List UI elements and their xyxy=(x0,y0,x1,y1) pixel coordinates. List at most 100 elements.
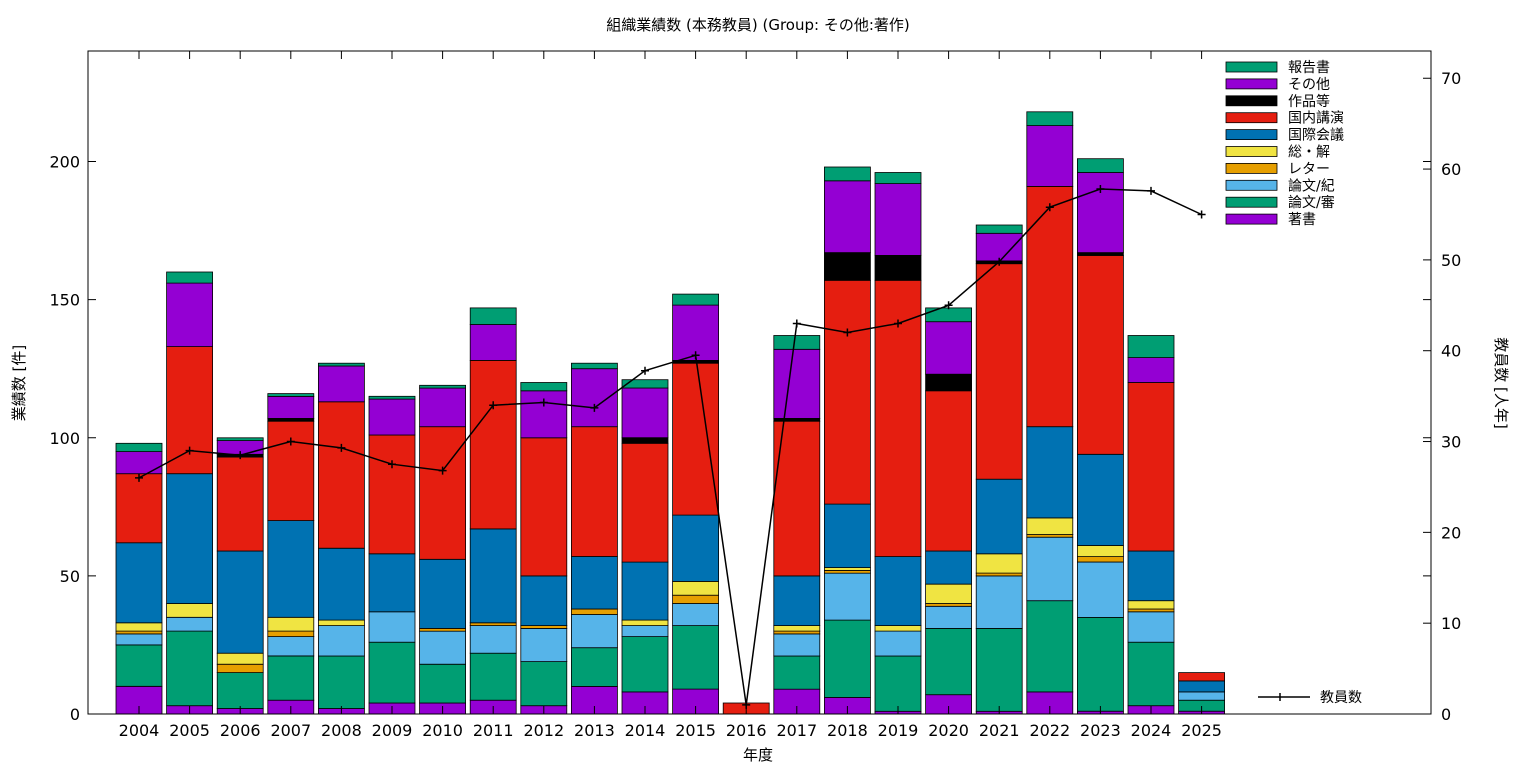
bar-segment-2006-s5 xyxy=(216,550,264,654)
y-tick-label-200: 200 xyxy=(49,153,80,172)
bar-segment-2011-s3 xyxy=(469,622,517,626)
line-point-2025 xyxy=(1197,210,1206,219)
bar-segment-2014-s7 xyxy=(621,437,669,444)
bar-segment-2005-s1 xyxy=(166,630,214,707)
bar-segment-2021-s9 xyxy=(975,224,1023,234)
bar-segment-2006-s3 xyxy=(216,663,264,673)
bar-segment-2017-s8 xyxy=(773,348,821,419)
bar-segment-2015-s2 xyxy=(672,603,719,627)
x-tick-label-2020: 2020 xyxy=(928,721,969,740)
x-tick-label-2013: 2013 xyxy=(574,721,615,740)
bar-segment-2019-s7 xyxy=(874,254,922,281)
right-axis: 0 10 20 30 40 50 60 70 xyxy=(1423,69,1461,724)
y2-tick-label-70: 70 xyxy=(1441,69,1461,88)
bar-segment-2021-s6 xyxy=(975,263,1023,480)
bar-segment-2007-s7 xyxy=(267,417,315,422)
legend-label-2: 作品等 xyxy=(1288,93,1330,110)
bar-segment-2021-s4 xyxy=(975,553,1023,574)
x-tick-label-2009: 2009 xyxy=(372,721,413,740)
bar-segment-2007-s9 xyxy=(267,393,315,397)
x-tick-label-2010: 2010 xyxy=(422,721,463,740)
bar-segment-2007-s6 xyxy=(267,420,315,522)
bar-segment-2009-s9 xyxy=(368,395,416,400)
x-tick-label-2007: 2007 xyxy=(270,721,311,740)
legend-label-3: 国内講演 xyxy=(1288,111,1344,127)
bar-segment-2015-s1 xyxy=(672,625,719,690)
legend-label-9: 著書 xyxy=(1288,212,1316,228)
bar-segment-2011-s9 xyxy=(469,307,517,325)
bar-segment-2012-s5 xyxy=(520,575,568,627)
left-axis: 0 50 100 150 200 xyxy=(49,153,1431,724)
bar-segment-2021-s1 xyxy=(975,628,1023,712)
bar-segment-2018-s7 xyxy=(824,252,871,281)
y-axis-label: 業績数 [件] xyxy=(10,345,28,421)
y2-tick-label-0: 0 xyxy=(1441,705,1451,724)
bar-segment-2024-s9 xyxy=(1127,335,1175,359)
bar-segment-2018-s5 xyxy=(824,503,871,569)
bar-segment-2020-s1 xyxy=(925,628,972,696)
bar-segment-2018-s8 xyxy=(824,180,871,254)
x-tick-label-2024: 2024 xyxy=(1131,721,1172,740)
line-legend: 教員数 xyxy=(1258,690,1362,706)
bar-segment-2018-s4 xyxy=(824,567,871,571)
bar-segment-2010-s5 xyxy=(419,558,467,629)
line-point-2018 xyxy=(843,328,852,337)
legend-swatch-2 xyxy=(1225,95,1278,107)
line-point-2015 xyxy=(691,351,700,360)
bar-segment-2005-s4 xyxy=(166,603,214,618)
bar-segment-2004-s5 xyxy=(115,542,163,624)
plot-frame xyxy=(87,50,1432,715)
bar-segment-2020-s3 xyxy=(925,603,972,607)
line-point-2013 xyxy=(590,403,599,412)
bar-segment-2004-s1 xyxy=(115,644,163,687)
bar-segment-2004-s9 xyxy=(115,442,163,452)
bar-segment-2012-s6 xyxy=(520,437,568,577)
bar-segment-2015-s4 xyxy=(672,581,719,596)
line-point-2004 xyxy=(135,473,143,482)
line-layer xyxy=(135,185,1206,709)
bar-segment-2004-s2 xyxy=(115,633,163,646)
x-tick-label-2019: 2019 xyxy=(878,721,919,740)
bar-segment-2020-s9 xyxy=(925,307,972,323)
bar-segment-2012-s8 xyxy=(520,390,568,439)
bar-segment-2014-s1 xyxy=(621,636,669,693)
x-tick-label-2004: 2004 xyxy=(119,721,160,740)
bar-segment-2013-s3 xyxy=(571,608,618,615)
y2-tick-label-40: 40 xyxy=(1441,342,1461,361)
bar-segment-2019-s2 xyxy=(874,630,922,657)
bar-segment-2020-s8 xyxy=(925,321,972,375)
bar-segment-2012-s3 xyxy=(520,625,568,629)
bar-segment-2019-s9 xyxy=(874,172,922,185)
bar-segment-2009-s6 xyxy=(368,434,416,555)
bar-segment-2018-s2 xyxy=(824,572,871,621)
bar-segment-2017-s6 xyxy=(773,420,821,577)
bar-segment-2013-s5 xyxy=(571,556,618,610)
bar-segment-2014-s8 xyxy=(621,387,669,439)
bar-segment-2011-s8 xyxy=(469,324,517,361)
line-point-2023 xyxy=(1096,185,1105,194)
bar-segment-2020-s7 xyxy=(925,373,972,392)
bar-segment-2005-s2 xyxy=(166,616,214,632)
bar-segment-2023-s6 xyxy=(1077,254,1124,455)
bar-segment-2010-s6 xyxy=(419,426,467,560)
bar-segment-2022-s1 xyxy=(1026,600,1074,693)
line-point-2007 xyxy=(286,437,295,446)
y2-axis-label: 教員数 [人年] xyxy=(1492,337,1510,428)
bar-segment-2015-s8 xyxy=(672,304,719,361)
bar-segment-2004-s6 xyxy=(115,473,163,544)
line-point-2020 xyxy=(944,301,953,310)
legend-label-5: 総・解 xyxy=(1288,145,1330,161)
bar-segment-2013-s6 xyxy=(571,426,618,557)
bar-segment-2023-s2 xyxy=(1077,561,1124,618)
legend-label-1: その他 xyxy=(1288,77,1330,93)
x-tick-label-2018: 2018 xyxy=(827,721,868,740)
bar-segment-2022-s5 xyxy=(1026,426,1074,519)
bar-segment-2018-s9 xyxy=(824,166,871,182)
bar-segment-2007-s2 xyxy=(267,636,315,657)
bar-segment-2011-s5 xyxy=(469,528,517,624)
bar-segment-2020-s5 xyxy=(925,550,972,585)
bar-segment-2015-s9 xyxy=(672,293,719,306)
line-point-2012 xyxy=(539,398,548,407)
bar-segment-2010-s9 xyxy=(419,384,467,389)
